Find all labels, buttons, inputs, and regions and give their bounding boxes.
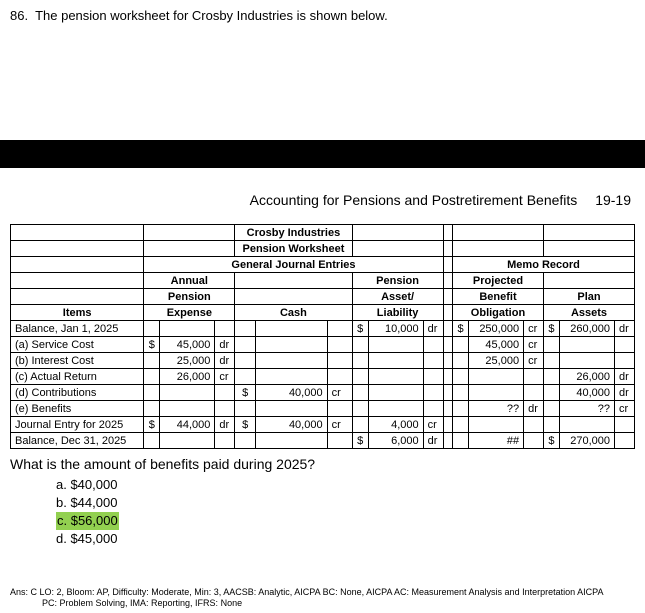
title-worksheet: Pension Worksheet [235,241,352,257]
question-number: 86. [10,8,28,23]
hdr-pbo3: Obligation [453,305,544,321]
row-label: Balance, Jan 1, 2025 [11,321,144,337]
hdr-pal1: Pension [352,273,443,289]
hdr-items: Items [11,305,144,321]
table-row: Journal Entry for 2025 $44,000dr $40,000… [11,417,635,433]
title-company: Crosby Industries [235,225,352,241]
answer-options: a. $40,000 b. $44,000 c. $56,000 d. $45,… [56,476,119,548]
separator-bar [0,140,645,168]
table-row: (c) Actual Return 26,000cr 26,000dr [11,369,635,385]
page-number: 19-19 [595,192,631,208]
hdr-cash: Cash [235,305,352,321]
hdr-pbo2: Benefit [453,289,544,305]
row-label: Balance, Dec 31, 2025 [11,433,144,449]
row-label: (a) Service Cost [11,337,144,353]
title-memo: Memo Record [453,257,635,273]
hdr-annual3: Expense [144,305,235,321]
title-gje: General Journal Entries [144,257,443,273]
hdr-pal2: Asset/ [352,289,443,305]
answer-metadata-line2: PC: Problem Solving, IMA: Reporting, IFR… [10,598,603,609]
hdr-plan1: Plan [543,289,634,305]
question-text: The pension worksheet for Crosby Industr… [35,8,388,23]
option-b: b. $44,000 [56,494,119,512]
table-row: (e) Benefits ??dr ??cr [11,401,635,417]
hdr-annual1: Annual [144,273,235,289]
row-label: (b) Interest Cost [11,353,144,369]
question-line: 86. The pension worksheet for Crosby Ind… [10,8,635,23]
table-row: (d) Contributions $40,000cr 40,000dr [11,385,635,401]
hdr-pal3: Liability [352,305,443,321]
table-row: (b) Interest Cost 25,000dr 25,000cr [11,353,635,369]
row-label: Journal Entry for 2025 [11,417,144,433]
hdr-plan2: Assets [543,305,634,321]
running-head-title: Accounting for Pensions and Postretireme… [250,192,578,208]
running-head: Accounting for Pensions and Postretireme… [250,192,631,208]
option-a: a. $40,000 [56,476,119,494]
table-row: Balance, Jan 1, 2025 $10,000dr $250,000c… [11,321,635,337]
option-c: c. $56,000 [56,512,119,530]
hdr-annual2: Pension [144,289,235,305]
table-row: Balance, Dec 31, 2025 $6,000dr ## $270,0… [11,433,635,449]
answer-metadata-line1: Ans: C LO: 2, Bloom: AP, Difficulty: Mod… [10,587,603,598]
option-d: d. $45,000 [56,530,119,548]
row-label: (e) Benefits [11,401,144,417]
answer-metadata: Ans: C LO: 2, Bloom: AP, Difficulty: Mod… [10,587,603,609]
row-label: (d) Contributions [11,385,144,401]
hdr-pbo1: Projected [453,273,544,289]
pension-worksheet-table: Crosby Industries Pension Worksheet Gene… [10,224,635,449]
row-label: (c) Actual Return [11,369,144,385]
sub-question: What is the amount of benefits paid duri… [10,456,315,472]
table-row: (a) Service Cost $45,000dr 45,000cr [11,337,635,353]
